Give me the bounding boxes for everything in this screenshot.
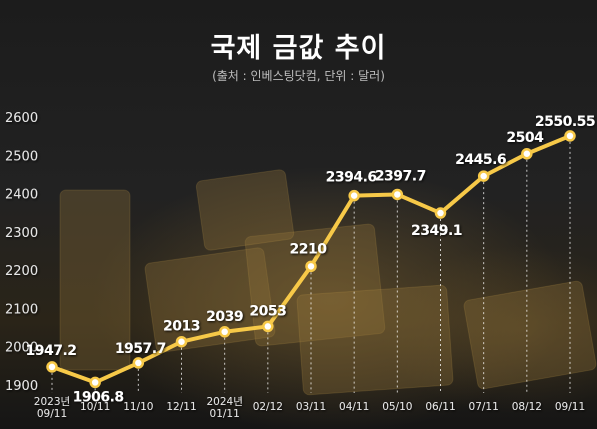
y-tick-label: 2300 [5, 226, 38, 241]
gold-bar-shape [463, 280, 597, 390]
x-tick-label: 03/11 [296, 401, 326, 413]
x-tick-label: 2024년 01/11 [206, 396, 242, 420]
y-tick-label: 2400 [5, 188, 38, 203]
data-labels: 1947.2 1906.8 1957.7 2013 2039 2053 2210 2394.6… [25, 114, 595, 405]
x-tick-label: 11/10 [123, 401, 153, 413]
y-tick-label: 2200 [5, 264, 38, 279]
data-label: 2550.55 [535, 114, 595, 130]
data-point [218, 326, 231, 338]
x-tick-label: 05/10 [382, 401, 412, 413]
x-tick-label: 08/12 [512, 401, 542, 413]
gold-bar-shape [244, 223, 386, 347]
data-label: 2445.6 [455, 152, 506, 168]
x-axis: 2023년 09/11 10/11 11/10 12/11 2024년 01/11 02/12… [34, 396, 585, 420]
data-label: 1957.7 [115, 341, 166, 357]
gold-bars-background [59, 169, 597, 396]
guide-lines [51, 141, 571, 393]
x-tick-label: 12/11 [166, 401, 196, 413]
data-label: 2039 [206, 309, 243, 325]
data-label: 2504 [506, 130, 544, 146]
data-label: 2349.1 [411, 223, 462, 239]
x-tick-label: 09/11 [555, 401, 585, 413]
data-point [521, 148, 533, 160]
y-tick-label: 1900 [5, 379, 38, 394]
data-point [46, 361, 58, 373]
x-tick-label: 02/12 [253, 401, 283, 413]
data-point [175, 335, 188, 348]
data-point [262, 320, 274, 333]
gold-bar-shape [296, 284, 454, 396]
y-tick-label: 2100 [5, 302, 38, 317]
chart-subtitle: (출처 : 인베스팅닷컴, 단위 : 달러) [212, 69, 385, 83]
data-label: 1906.8 [73, 389, 124, 405]
data-label: 2394.6 [326, 170, 377, 186]
data-point [477, 170, 490, 182]
data-label: 2053 [249, 303, 286, 319]
data-point [434, 207, 447, 219]
y-tick-label: 2000 [5, 341, 38, 356]
x-tick-label: 04/11 [339, 401, 369, 413]
y-tick-label: 2600 [5, 111, 38, 126]
data-point [348, 189, 360, 202]
data-label: 2210 [290, 241, 328, 257]
data-point [305, 260, 317, 273]
chart-title: 국제 금값 추이 [210, 33, 387, 64]
gold-bar-shape [59, 189, 131, 371]
data-point [391, 188, 404, 201]
y-axis: 1900 2000 2100 2200 2300 2400 2500 2600 [5, 111, 38, 394]
x-tick-label: 10/11 [80, 401, 110, 413]
data-point [564, 130, 576, 142]
data-label: 2397.7 [375, 168, 426, 184]
data-points [46, 130, 576, 389]
data-point [89, 376, 101, 389]
x-tick-label: 2023년 09/11 [34, 396, 70, 420]
gold-bar-shape [195, 169, 295, 251]
x-tick-label: 07/11 [469, 401, 499, 413]
y-tick-label: 2500 [5, 149, 38, 164]
data-label: 1947.2 [25, 343, 76, 359]
data-label: 2013 [163, 319, 200, 335]
gold-bar-shape [144, 247, 276, 353]
data-point [132, 357, 145, 369]
x-tick-label: 06/11 [425, 401, 455, 413]
